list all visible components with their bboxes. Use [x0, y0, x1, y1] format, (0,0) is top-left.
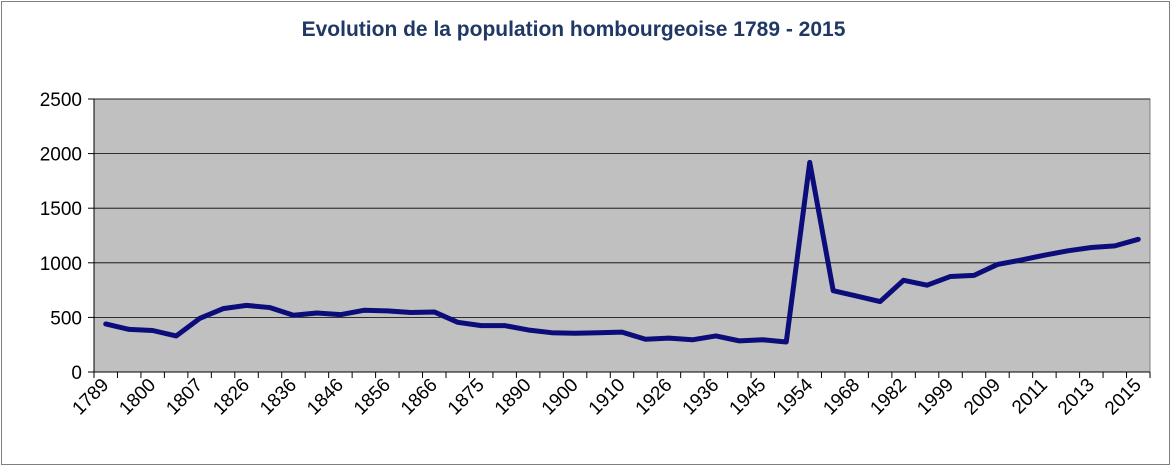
series-line: [103, 159, 1141, 345]
x-tick-label: 1800: [115, 375, 160, 420]
chart-title: Evolution de la population hombourgeoise…: [301, 18, 846, 41]
x-tick-label: 2013: [1054, 375, 1099, 420]
x-tick-label: 1999: [913, 375, 958, 420]
x-tick-label: 1846: [303, 375, 348, 420]
x-tick-label: 1968: [819, 375, 864, 420]
x-tick-label: 1954: [773, 374, 818, 419]
x-tick-label: 2015: [1101, 375, 1146, 420]
x-tick-label: 1982: [866, 375, 911, 420]
x-tick-label: 1866: [397, 375, 442, 420]
y-tick-label: 0: [71, 363, 82, 384]
y-tick-label: 1500: [40, 199, 82, 220]
plot-area: [93, 98, 1151, 373]
x-tick-label: 2011: [1008, 375, 1052, 419]
x-tick-label: 1836: [256, 375, 301, 420]
x-tick-label: 1807: [162, 375, 207, 420]
y-tick-label: 500: [50, 308, 82, 329]
x-tick-label: 1936: [679, 375, 724, 420]
y-tick-label: 1000: [40, 254, 82, 275]
x-tick-label: 2009: [960, 375, 1005, 420]
x-tick-label: 1856: [350, 375, 395, 420]
y-tick-label: 2500: [40, 90, 82, 111]
y-tick-label: 2000: [40, 145, 82, 166]
x-tick-label: 1875: [444, 375, 489, 420]
x-tick-label: 1910: [585, 375, 630, 420]
x-tick-label: 1926: [632, 375, 677, 420]
x-tick-label: 1890: [491, 375, 536, 420]
x-tick-label: 1826: [209, 375, 254, 420]
x-tick-label: 1900: [538, 375, 583, 420]
x-tick-label: 1945: [726, 375, 771, 420]
